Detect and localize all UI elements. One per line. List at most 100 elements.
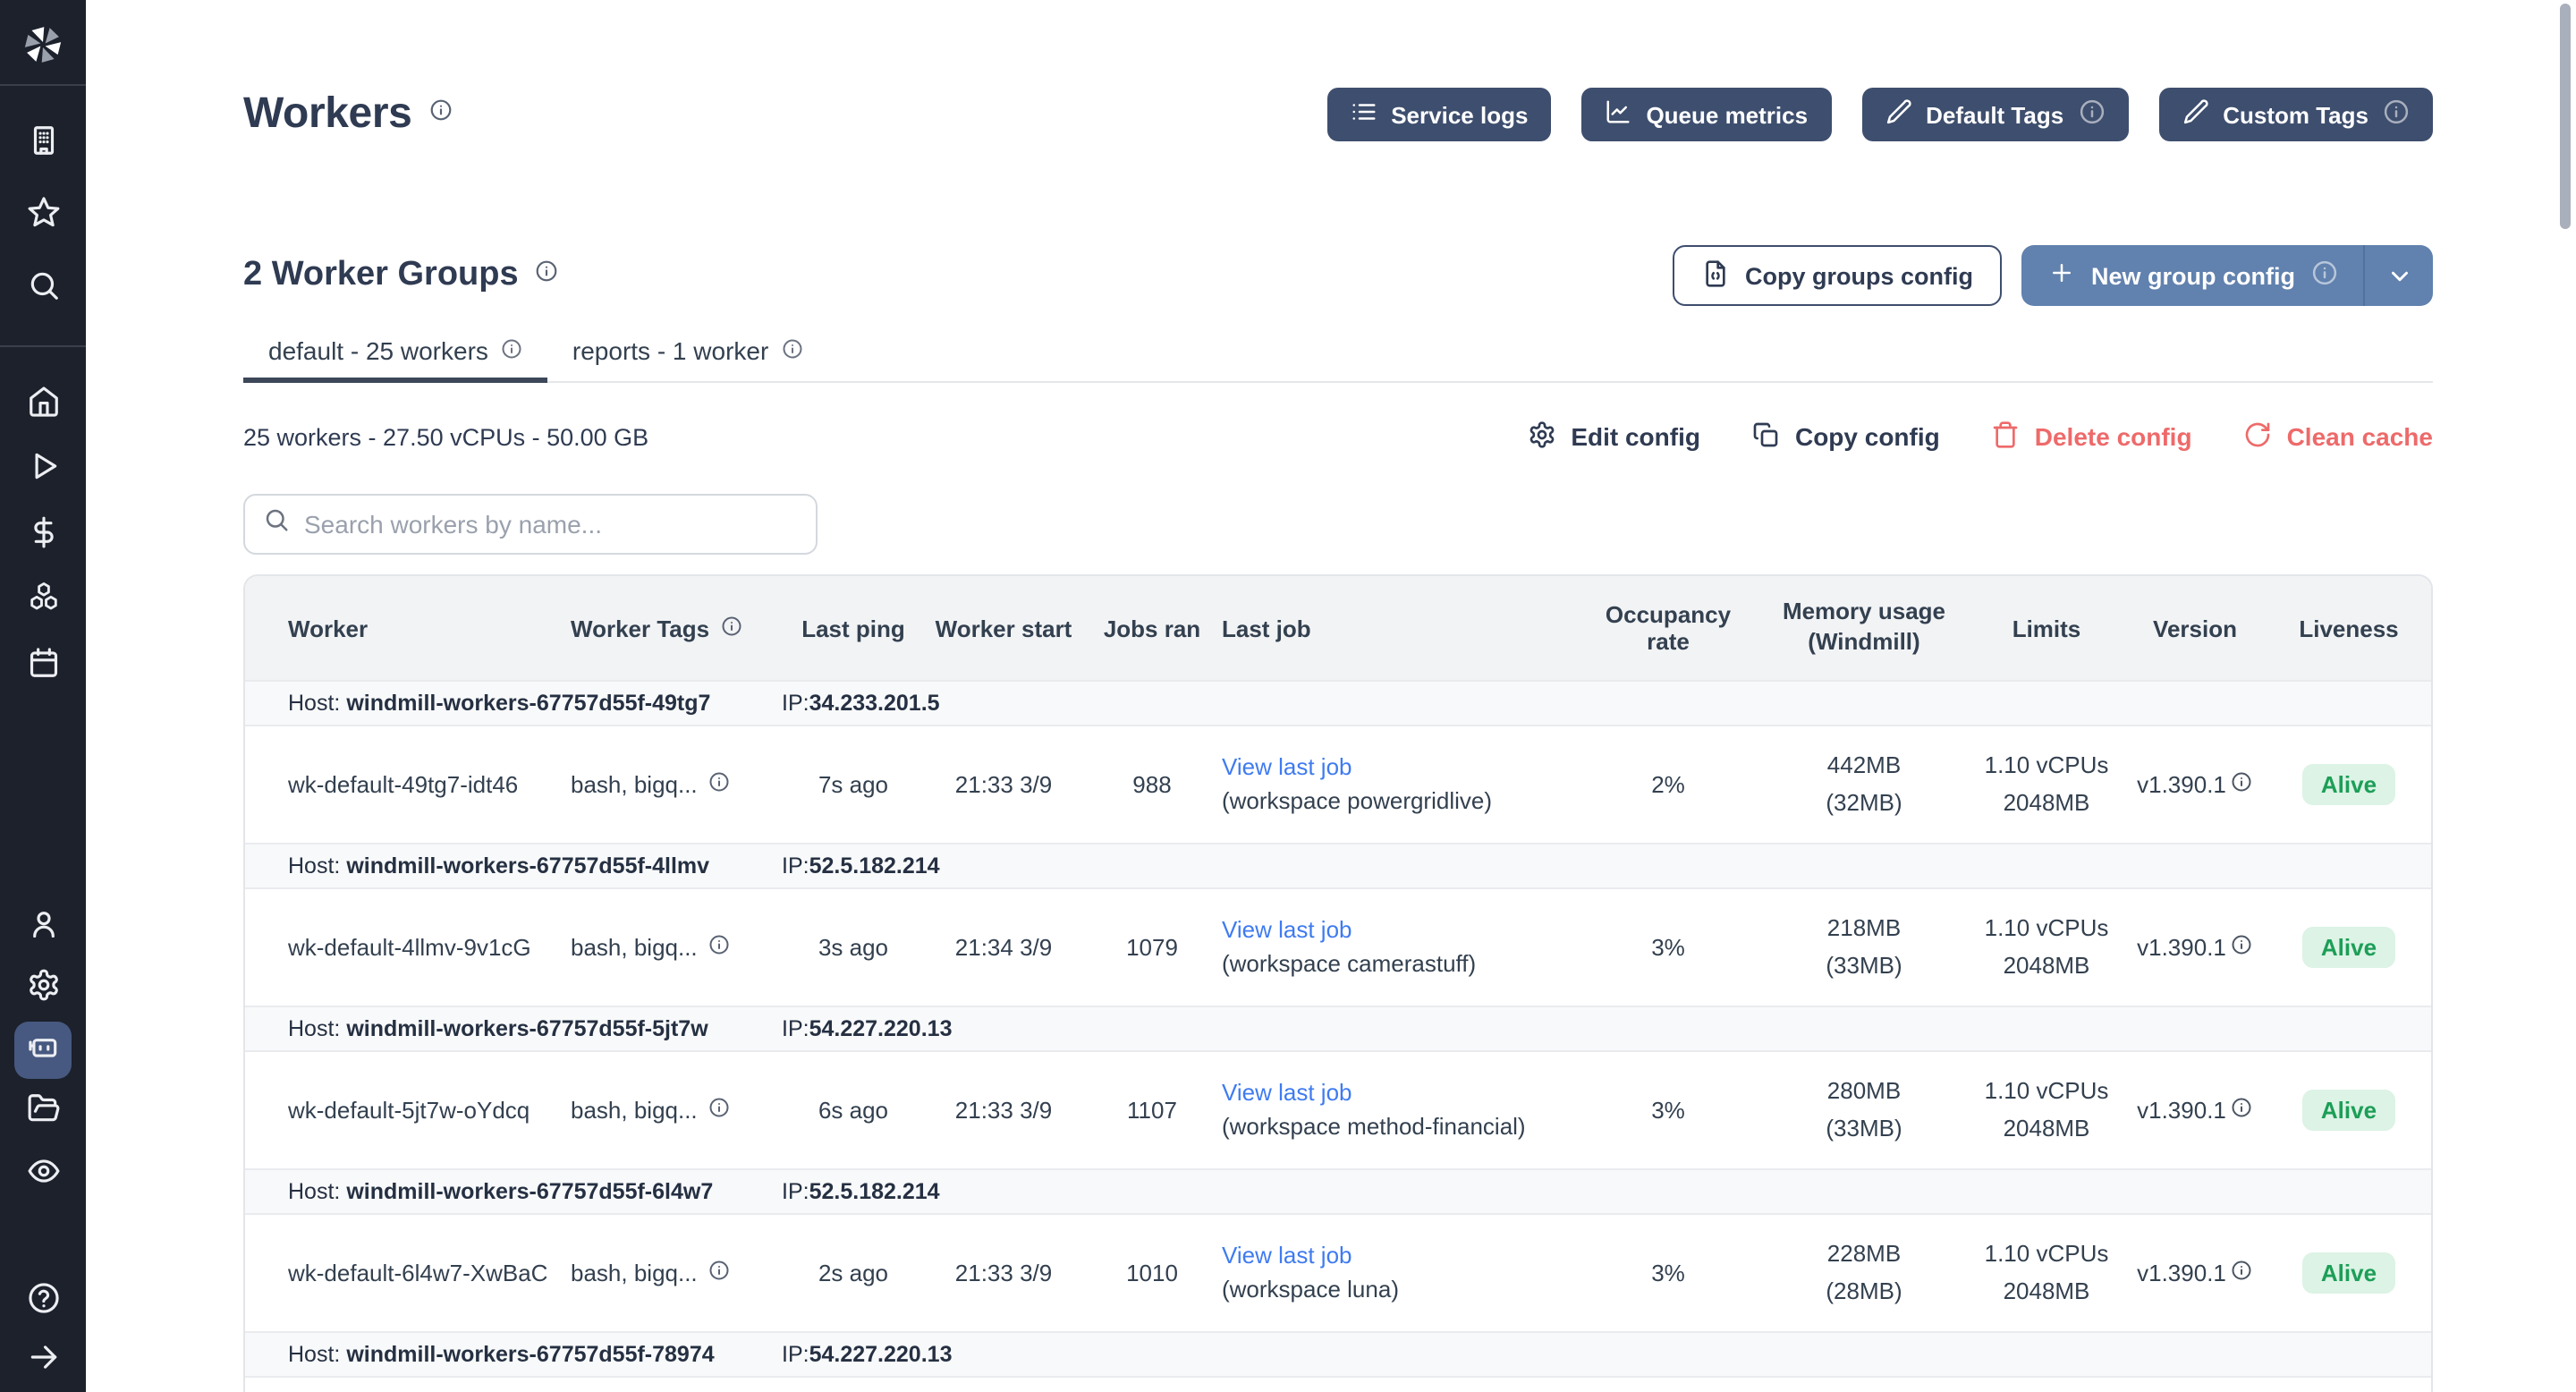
clean-cache-button[interactable]: Clean cache xyxy=(2244,420,2433,454)
view-last-job-link[interactable]: View last job xyxy=(1222,913,1352,947)
plus-icon xyxy=(2048,259,2075,292)
host-name: windmill-workers-67757d55f-5jt7w xyxy=(346,1016,708,1041)
sidebar-item-favorites[interactable] xyxy=(14,188,72,245)
copy-groups-config-label: Copy groups config xyxy=(1745,262,1973,289)
copy-config-label: Copy config xyxy=(1795,422,1940,451)
queue-metrics-button[interactable]: Queue metrics xyxy=(1581,88,1831,141)
info-icon xyxy=(2383,98,2410,131)
calendar-icon xyxy=(26,646,60,689)
sidebar-item-help[interactable] xyxy=(14,1274,72,1331)
star-icon xyxy=(26,195,60,238)
copy-config-button[interactable]: Copy config xyxy=(1752,420,1940,454)
sidebar-item-folders[interactable] xyxy=(14,1084,72,1142)
status-badge: Alive xyxy=(2303,1090,2394,1131)
worker-row: wk-default-4llmv-9v1cG bash, bigq... 3s … xyxy=(245,889,2431,1006)
sidebar-item-collapse[interactable] xyxy=(14,1333,72,1390)
windmill-logo-icon xyxy=(20,21,66,68)
custom-tags-button[interactable]: Custom Tags xyxy=(2158,88,2433,141)
sidebar-item-audit-logs[interactable] xyxy=(14,1147,72,1204)
info-icon[interactable] xyxy=(2232,771,2253,798)
worker-row: wk-default-5jt7w-oYdcq bash, bigq... 6s … xyxy=(245,1052,2431,1168)
info-icon[interactable] xyxy=(708,934,730,961)
info-icon xyxy=(2311,259,2338,292)
worker-search xyxy=(243,494,818,555)
last-job: View last job (workspace method-financia… xyxy=(1222,1076,1589,1143)
windmill-logo[interactable] xyxy=(14,16,72,73)
host-row: Host: windmill-workers-67757d55f-6l4w7 I… xyxy=(245,1168,2431,1215)
host-ip: 52.5.182.214 xyxy=(809,853,940,878)
new-group-config-label: New group config xyxy=(2091,262,2295,289)
app-window: Workers Service logs Queue metrics Defau… xyxy=(0,0,2576,1392)
trash-icon xyxy=(1992,420,2021,454)
search-input[interactable] xyxy=(304,510,798,539)
info-icon[interactable] xyxy=(2232,1260,2253,1286)
sidebar-item-users[interactable] xyxy=(14,900,72,957)
sidebar-divider xyxy=(0,84,86,86)
info-icon[interactable] xyxy=(708,1260,730,1286)
view-last-job-link[interactable]: View last job xyxy=(1222,1076,1352,1110)
home-icon xyxy=(26,385,60,428)
status-badge: Alive xyxy=(2303,1252,2394,1294)
version: v1.390.1 xyxy=(2123,1097,2277,1124)
user-icon xyxy=(26,907,60,950)
host-name: windmill-workers-67757d55f-4llmv xyxy=(346,853,709,878)
last-ping: 6s ago xyxy=(792,1097,925,1124)
info-icon[interactable] xyxy=(720,615,741,641)
host-row: Host: windmill-workers-67757d55f-5jt7w I… xyxy=(245,1006,2431,1052)
tab-default-label: default - 25 workers xyxy=(268,336,488,365)
sidebar-item-variables[interactable] xyxy=(14,508,72,565)
queue-metrics-label: Queue metrics xyxy=(1646,101,1808,128)
worker-start: 21:33 3/9 xyxy=(925,1260,1093,1286)
sidebar-item-runs[interactable] xyxy=(14,442,72,499)
custom-tags-label: Custom Tags xyxy=(2223,101,2368,128)
vertical-scrollbar-thumb[interactable] xyxy=(2560,4,2571,229)
version: v1.390.1 xyxy=(2123,771,2277,798)
new-group-config-button[interactable]: New group config xyxy=(2021,245,2433,306)
memory-usage: 280MB (33MB) xyxy=(1758,1074,1980,1147)
play-icon xyxy=(26,449,60,492)
info-icon[interactable] xyxy=(2232,934,2253,961)
host-row: Host: windmill-workers-67757d55f-49tg7 I… xyxy=(245,680,2431,726)
col-version: Version xyxy=(2123,615,2277,641)
robot-icon xyxy=(26,1029,60,1072)
chart-icon xyxy=(1605,98,1631,131)
edit-config-label: Edit config xyxy=(1571,422,1700,451)
last-ping: 2s ago xyxy=(792,1260,925,1286)
boxes-icon xyxy=(26,580,60,623)
sidebar-item-workspace[interactable] xyxy=(14,116,72,174)
view-last-job-link[interactable]: View last job xyxy=(1222,751,1352,785)
info-icon[interactable] xyxy=(535,259,558,292)
worker-row-partial xyxy=(245,1378,2431,1392)
host-row: Host: windmill-workers-67757d55f-4llmv I… xyxy=(245,843,2431,889)
delete-config-button[interactable]: Delete config xyxy=(1992,420,2192,454)
occupancy-rate: 3% xyxy=(1589,1097,1758,1124)
tab-reports-label: reports - 1 worker xyxy=(572,336,768,365)
edit-config-button[interactable]: Edit config xyxy=(1528,420,1700,454)
building-icon xyxy=(26,123,60,166)
sidebar-item-workers[interactable] xyxy=(14,1022,72,1079)
sidebar-item-search[interactable] xyxy=(14,261,72,318)
service-logs-label: Service logs xyxy=(1391,101,1528,128)
last-job: View last job (workspace camerastuff) xyxy=(1222,913,1589,980)
default-tags-button[interactable]: Default Tags xyxy=(1861,88,2128,141)
view-last-job-link[interactable]: View last job xyxy=(1222,1239,1352,1273)
host-ip: 54.227.220.13 xyxy=(809,1342,953,1367)
sidebar-item-schedules[interactable] xyxy=(14,639,72,696)
info-icon[interactable] xyxy=(708,771,730,798)
service-logs-button[interactable]: Service logs xyxy=(1326,88,1551,141)
chevron-down-icon[interactable] xyxy=(2365,245,2433,306)
info-icon[interactable] xyxy=(708,1097,730,1124)
tab-default[interactable]: default - 25 workers xyxy=(243,336,547,381)
info-icon[interactable] xyxy=(2232,1097,2253,1124)
gear-icon xyxy=(26,968,60,1011)
folder-icon xyxy=(26,1091,60,1134)
info-icon[interactable] xyxy=(429,98,453,131)
sidebar-item-home[interactable] xyxy=(14,378,72,435)
col-last-job: Last job xyxy=(1222,615,1589,641)
col-occupancy: Occupancy rate xyxy=(1589,601,1758,655)
worker-tags: bash, bigq... xyxy=(571,934,792,961)
sidebar-item-resources[interactable] xyxy=(14,573,72,630)
sidebar-item-settings[interactable] xyxy=(14,961,72,1018)
tab-reports[interactable]: reports - 1 worker xyxy=(547,336,827,381)
copy-groups-config-button[interactable]: Copy groups config xyxy=(1672,245,2002,306)
